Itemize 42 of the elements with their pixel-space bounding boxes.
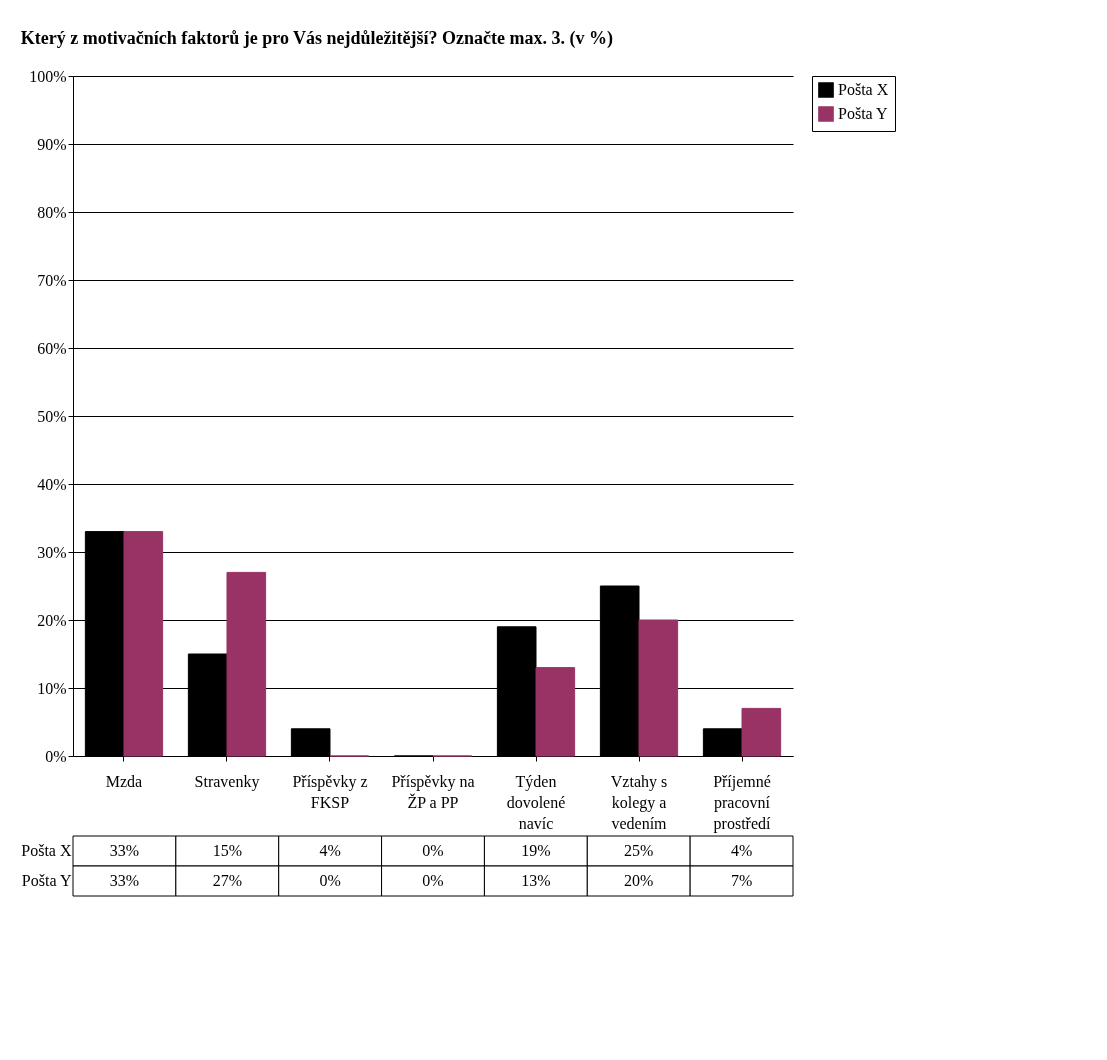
data-label: 0% (422, 842, 444, 859)
data-label: 0% (422, 872, 444, 889)
data-label: 27% (212, 872, 242, 889)
text: Pošta X (21, 842, 72, 859)
data-label: 13% (521, 872, 551, 889)
data-label: 4% (730, 842, 753, 859)
x-tick-label: Týden dovolené navíc (506, 772, 566, 832)
x-tick-label: Příspěvky z FKSP (292, 772, 368, 811)
data-label: 7% (730, 872, 753, 889)
y-tick-label: 40% (37, 475, 67, 493)
y-tick-label: 60% (37, 339, 67, 357)
x-tick-label: Vztahy s kolegy a vedením (610, 772, 668, 832)
bar (638, 619, 679, 757)
bar (741, 707, 782, 757)
data-label: 0% (319, 872, 341, 889)
text: Pošta Y (21, 872, 72, 889)
y-tick-label: 90% (37, 135, 67, 153)
data-label: 19% (521, 842, 551, 859)
y-tick-label: 10% (37, 679, 67, 697)
data-label: 20% (624, 872, 654, 889)
data-label: 33% (109, 842, 140, 859)
legend-label: Pošta Y (838, 105, 889, 122)
y-tick-label: 70% (37, 271, 67, 289)
y-tick-label: 50% (37, 407, 67, 425)
bar (226, 571, 267, 757)
data-label: 15% (212, 842, 242, 859)
x-tick-label: Mzda (105, 772, 143, 790)
data-label: 33% (109, 872, 140, 889)
y-tick-label: 30% (37, 543, 67, 561)
x-tick-label: Příspěvky na ŽP a PP (391, 772, 475, 811)
x-tick-label: Příjemné pracovní prostředí (713, 772, 772, 833)
y-tick-label: 20% (37, 611, 67, 629)
y-tick-label: 100% (29, 67, 67, 85)
y-tick-label: 0% (45, 747, 67, 765)
x-tick-label: Stravenky (194, 772, 260, 791)
y-tick-label: 80% (37, 203, 67, 221)
bar (123, 531, 164, 757)
chart-title: Který z motivačních faktorů je pro Vás nejdůležitější? Označte max. 3. (v %) (20, 28, 614, 49)
data-label: 25% (624, 842, 654, 859)
bar (535, 667, 576, 757)
legend-label: Pošta X (838, 81, 889, 98)
data-label: 4% (319, 842, 341, 859)
